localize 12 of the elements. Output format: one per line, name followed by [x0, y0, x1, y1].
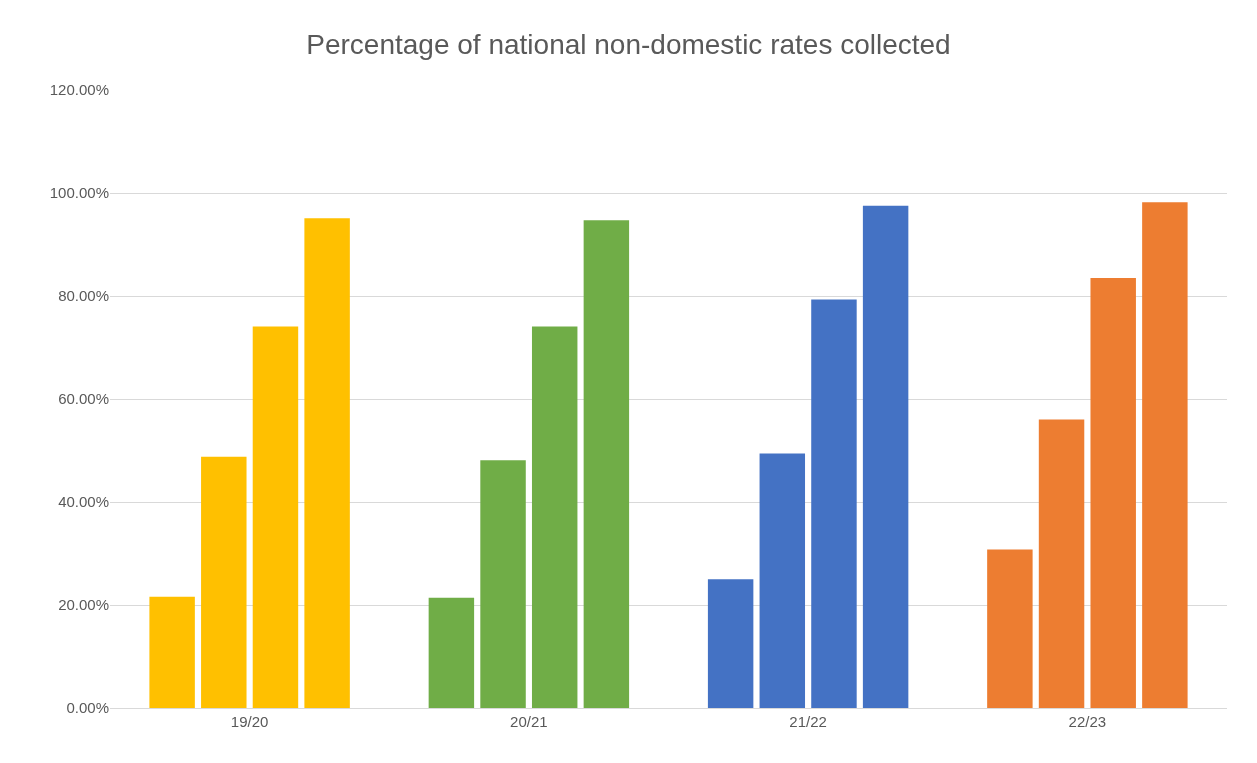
y-tick-label: 0.00% [66, 699, 109, 717]
y-tick-label: 80.00% [58, 287, 109, 305]
y-tick-label: 20.00% [58, 596, 109, 614]
x-tick-label: 21/22 [789, 713, 827, 730]
x-tick-label: 22/23 [1068, 713, 1107, 730]
x-tick-label: 20/21 [510, 713, 548, 730]
y-tick-label: 40.00% [58, 493, 109, 511]
x-tick-label: 19/20 [230, 713, 269, 730]
y-tick-label: 100.00% [49, 184, 109, 202]
y-tick-label: 60.00% [58, 390, 109, 408]
chart-title: Percentage of national non-domestic rates collected [306, 28, 951, 60]
y-tick-label: 120.00% [49, 81, 109, 99]
